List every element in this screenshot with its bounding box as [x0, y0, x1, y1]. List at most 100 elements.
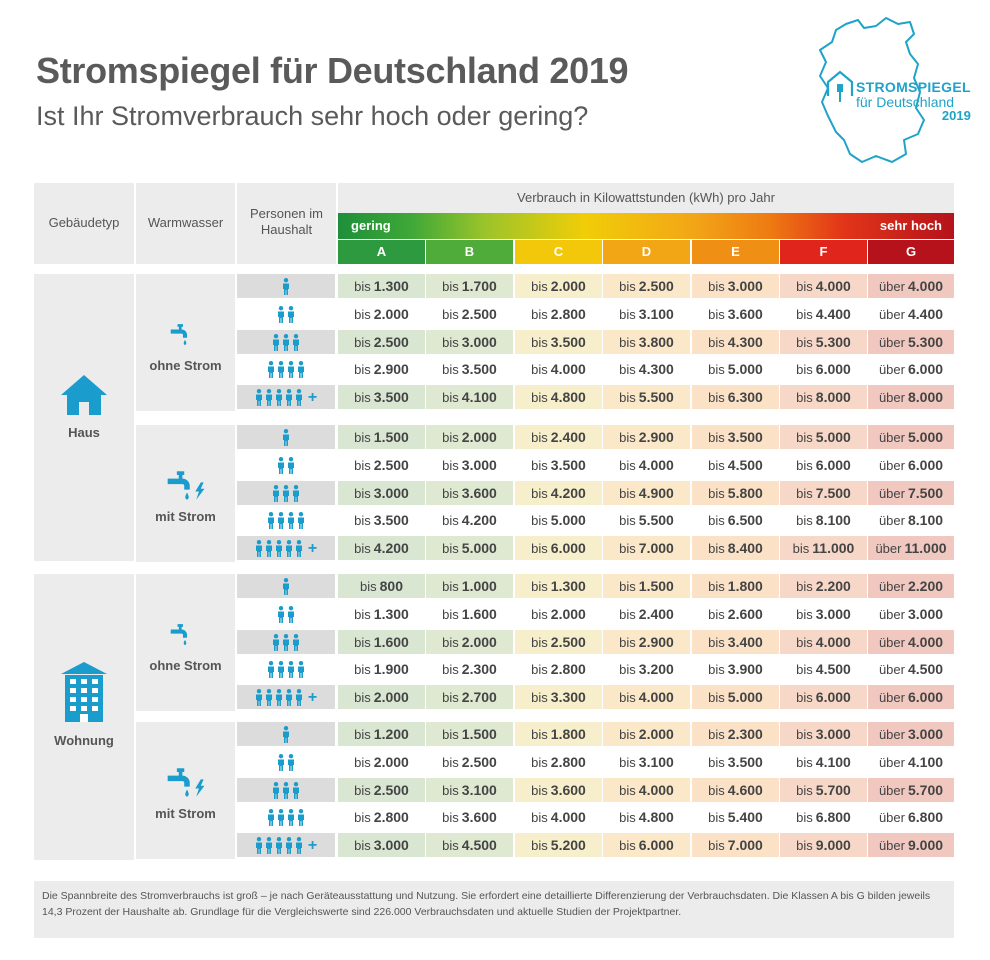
value-prefix: bis — [354, 837, 371, 853]
person-icon — [255, 688, 262, 706]
value-cell-f: bis 9.000 — [780, 833, 867, 857]
value-number: 4.000 — [550, 361, 586, 377]
apartment-building-icon — [61, 662, 107, 727]
value-prefix: bis — [442, 540, 459, 556]
value-prefix: bis — [354, 689, 371, 705]
value-cell-f: bis 5.000 — [780, 425, 867, 449]
person-icon — [288, 305, 294, 323]
header-warmwasser: Warmwasser — [147, 215, 224, 230]
value-cell-a: bis 3.500 — [338, 385, 425, 409]
person-icon — [268, 660, 274, 678]
value-cell-f: bis 3.000 — [780, 722, 867, 746]
value-prefix: bis — [708, 809, 725, 825]
value-number: 2.300 — [727, 726, 763, 742]
value-prefix: bis — [619, 634, 636, 650]
value-number: 4.200 — [373, 540, 409, 556]
value-number: 3.000 — [815, 606, 851, 622]
value-cell-b: bis 1.500 — [426, 722, 513, 746]
value-number: 2.200 — [907, 578, 944, 594]
sehr-hoch-label: sehr hoch — [879, 218, 942, 233]
value-number: 2.600 — [727, 606, 763, 622]
plus-sign: + — [307, 388, 318, 406]
value-cell-c: bis 5.200 — [515, 833, 602, 857]
person-icon — [275, 388, 282, 406]
person-icon — [295, 688, 302, 706]
person-icon — [265, 388, 272, 406]
value-prefix: bis — [442, 837, 459, 853]
value-prefix: über — [878, 278, 905, 294]
value-cell-d: bis 4.900 — [603, 481, 690, 505]
value-number: 4.400 — [815, 306, 851, 322]
value-number: 4.500 — [727, 457, 763, 473]
person-icon — [293, 484, 299, 502]
value-cell-g: über 8.100 — [868, 508, 954, 532]
value-prefix: bis — [796, 457, 813, 473]
value-number: 3.000 — [373, 837, 409, 853]
value-prefix: bis — [708, 689, 725, 705]
value-prefix: über — [878, 306, 905, 322]
value-cell-a: bis 1.300 — [338, 602, 425, 626]
value-cell-f: bis 4.100 — [780, 750, 867, 774]
class-header-e: E — [692, 240, 779, 264]
persons-cell — [237, 805, 335, 829]
value-prefix: bis — [442, 634, 459, 650]
value-number: 2.000 — [550, 606, 586, 622]
value-cell-b: bis 3.600 — [426, 481, 513, 505]
person-icon — [273, 333, 279, 351]
class-header-g: G — [868, 240, 954, 264]
value-cell-e: bis 5.400 — [692, 805, 779, 829]
value-prefix: bis — [796, 754, 813, 770]
value-prefix: bis — [708, 606, 725, 622]
value-number: 2.400 — [550, 429, 586, 445]
person-icon — [255, 836, 262, 854]
value-cell-d: bis 6.000 — [603, 833, 690, 857]
logo-line3: 2019 — [941, 108, 971, 124]
value-prefix: bis — [708, 334, 725, 350]
value-cell-d: bis 7.000 — [603, 536, 690, 560]
person-icon — [293, 333, 299, 351]
value-prefix: bis — [442, 578, 459, 594]
value-number: 3.800 — [638, 334, 674, 350]
value-prefix: bis — [531, 606, 548, 622]
class-header-a: A — [338, 240, 425, 264]
value-number: 6.800 — [815, 809, 851, 825]
value-prefix: bis — [442, 389, 459, 405]
value-number: 2.000 — [373, 689, 409, 705]
value-cell-b: bis 2.000 — [426, 425, 513, 449]
person-icon — [293, 633, 299, 651]
value-cell-e: bis 6.300 — [692, 385, 779, 409]
value-number: 3.200 — [638, 661, 674, 677]
value-cell-f: bis 6.000 — [780, 685, 867, 709]
value-prefix: bis — [796, 809, 813, 825]
person-icon — [298, 360, 304, 378]
tap-electric-icon — [164, 469, 210, 508]
person-icon — [283, 781, 289, 799]
plus-sign: + — [307, 688, 318, 706]
value-prefix: über — [878, 661, 905, 677]
person-icon — [265, 688, 272, 706]
value-cell-b: bis 5.000 — [426, 536, 513, 560]
class-header-c: C — [515, 240, 602, 264]
value-prefix: bis — [708, 306, 725, 322]
value-prefix: bis — [796, 389, 813, 405]
page-subtitle: Ist Ihr Stromverbrauch sehr hoch oder ge… — [36, 101, 589, 131]
value-number: 4.100 — [461, 389, 497, 405]
value-cell-d: bis 4.300 — [603, 357, 690, 381]
persons-cell — [237, 722, 335, 746]
person-icon — [273, 633, 279, 651]
value-cell-e: bis 3.500 — [692, 425, 779, 449]
value-number: 5.500 — [638, 389, 674, 405]
warmwasser-label: mit Strom — [155, 509, 216, 524]
value-number: 7.500 — [907, 485, 944, 501]
value-cell-g: über 4.400 — [868, 302, 954, 326]
value-number: 4.000 — [638, 457, 674, 473]
value-prefix: bis — [619, 689, 636, 705]
value-cell-a: bis 2.500 — [338, 453, 425, 477]
value-cell-a: bis 2.800 — [338, 805, 425, 829]
value-number: 1.500 — [461, 726, 497, 742]
person-icon — [278, 808, 284, 826]
value-cell-g: über 8.000 — [868, 385, 954, 409]
value-cell-a: bis 1.500 — [338, 425, 425, 449]
value-number: 4.300 — [638, 361, 674, 377]
value-cell-f: bis 8.000 — [780, 385, 867, 409]
